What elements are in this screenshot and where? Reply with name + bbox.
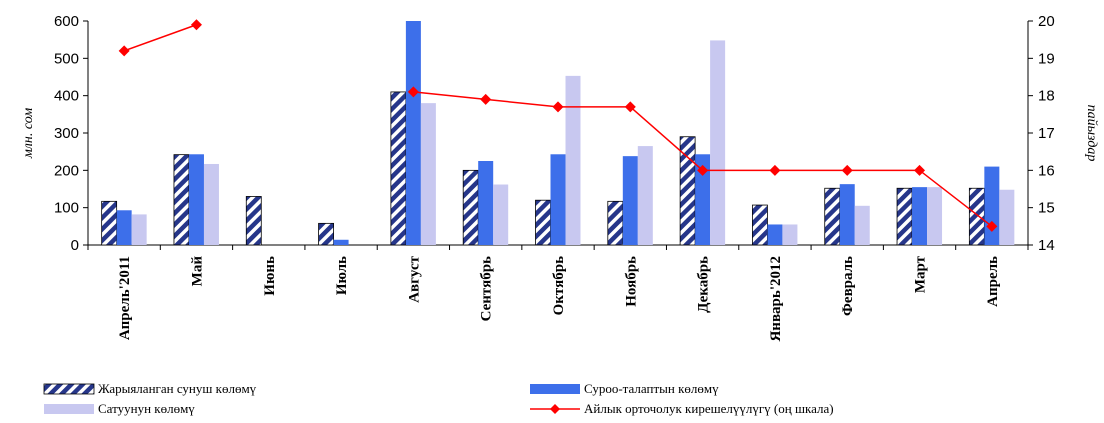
line-marker bbox=[769, 164, 781, 176]
x-tick-label: Декабрь bbox=[696, 256, 712, 313]
bar-series-1 bbox=[984, 166, 1000, 245]
line-marker bbox=[697, 164, 709, 176]
x-tick-label: Май bbox=[189, 256, 205, 287]
line-marker bbox=[118, 45, 130, 57]
x-tick-label: Сентябрь bbox=[479, 256, 495, 321]
bar-series-0 bbox=[824, 187, 841, 246]
bar-series-1 bbox=[478, 161, 494, 245]
bar-series-2 bbox=[710, 40, 726, 246]
line-marker bbox=[552, 101, 564, 113]
line-marker bbox=[841, 164, 853, 176]
legend-label-0: Жарыяланган сунуш көлөмү bbox=[98, 381, 257, 396]
bar-series-2 bbox=[131, 214, 147, 245]
line-marker bbox=[407, 86, 419, 98]
legend-swatch-2 bbox=[44, 404, 94, 414]
line-marker bbox=[624, 101, 636, 113]
legend-label-3: Айлык орточолук кирешелүүлүгү (оң шкала) bbox=[584, 401, 834, 416]
bar-series-2 bbox=[637, 146, 653, 245]
line-marker bbox=[480, 93, 492, 105]
bar-series-1 bbox=[839, 184, 855, 245]
right-tick-label: 19 bbox=[1038, 50, 1055, 67]
bar-series-1 bbox=[550, 154, 566, 245]
line-marker bbox=[986, 220, 998, 232]
bar-series-1 bbox=[622, 156, 638, 245]
bar-series-0 bbox=[752, 204, 768, 246]
left-tick-label: 200 bbox=[54, 162, 79, 179]
bar-series-1 bbox=[695, 154, 711, 245]
right-tick-label: 14 bbox=[1038, 237, 1055, 254]
left-tick-label: 400 bbox=[54, 88, 79, 105]
legend-label-2: Сатуунун көлөмү bbox=[98, 401, 195, 416]
right-tick-label: 18 bbox=[1038, 88, 1055, 105]
x-tick-label: Февраль bbox=[840, 256, 856, 316]
bar-series-1 bbox=[767, 224, 783, 245]
x-tick-label: Январь'2012 bbox=[768, 256, 784, 342]
x-tick-label: Март bbox=[913, 255, 929, 293]
bar-series-2 bbox=[854, 205, 870, 245]
bar-series-1 bbox=[188, 154, 204, 245]
bar-series-0 bbox=[245, 196, 262, 246]
bar-series-2 bbox=[203, 163, 219, 245]
legend-line-marker bbox=[550, 404, 560, 414]
right-tick-label: 20 bbox=[1038, 13, 1055, 30]
right-tick-label: 15 bbox=[1038, 200, 1055, 217]
x-tick-label: Июнь bbox=[262, 256, 278, 296]
x-tick-label: Октябрь bbox=[551, 256, 567, 315]
left-tick-label: 500 bbox=[54, 50, 79, 67]
left-tick-label: 600 bbox=[54, 13, 79, 30]
legend-swatch-0 bbox=[43, 383, 95, 395]
y-axis-title: млн. сом bbox=[21, 108, 36, 159]
x-tick-label: Август bbox=[406, 255, 422, 302]
bar-series-0 bbox=[101, 200, 118, 246]
x-tick-label: Ноябрь bbox=[623, 256, 639, 307]
legend-swatch-1 bbox=[530, 384, 580, 394]
bar-series-0 bbox=[968, 187, 985, 246]
line-series bbox=[123, 24, 197, 52]
bar-series-0 bbox=[535, 199, 551, 246]
bar-series-2 bbox=[493, 184, 509, 245]
plot-area: 0 100 200 300 400 500 600 14 15 16 17 18 19 20 млн. со… bbox=[21, 13, 1099, 342]
bar-series-1 bbox=[912, 187, 928, 245]
bar-series-1 bbox=[333, 239, 349, 245]
bar-series-0 bbox=[462, 169, 479, 246]
right-tick-label: 16 bbox=[1038, 162, 1055, 179]
legend-label-1: Суроо-талаптын көлөмү bbox=[584, 381, 719, 396]
bar-series-2 bbox=[565, 75, 581, 245]
x-tick-label: Июль bbox=[334, 256, 350, 295]
left-tick-label: 0 bbox=[71, 237, 79, 254]
bar-series-1 bbox=[405, 21, 421, 245]
line-marker bbox=[190, 19, 202, 31]
bar-series-2 bbox=[999, 189, 1015, 245]
x-tick-label: Апрель bbox=[985, 256, 1001, 307]
bar-series-0 bbox=[607, 200, 624, 246]
line-marker bbox=[914, 164, 926, 176]
bar-series-2 bbox=[927, 187, 943, 245]
x-tick-label: Апрель'2011 bbox=[117, 256, 133, 340]
bar-series-2 bbox=[420, 103, 436, 245]
left-tick-label: 100 bbox=[54, 200, 79, 217]
bar-series-0 bbox=[896, 187, 913, 246]
bar-series-0 bbox=[173, 154, 190, 246]
right-tick-label: 17 bbox=[1038, 125, 1055, 142]
bar-series-1 bbox=[116, 210, 132, 245]
bar-series-0 bbox=[390, 91, 407, 246]
legend: Жарыяланган сунуш көлөмү Суроо-талаптын к… bbox=[43, 381, 834, 416]
y2-axis-title: пайыздар bbox=[1084, 105, 1099, 162]
bar-series-2 bbox=[782, 224, 798, 245]
left-tick-label: 300 bbox=[54, 125, 79, 142]
bar-series-0 bbox=[318, 222, 334, 246]
